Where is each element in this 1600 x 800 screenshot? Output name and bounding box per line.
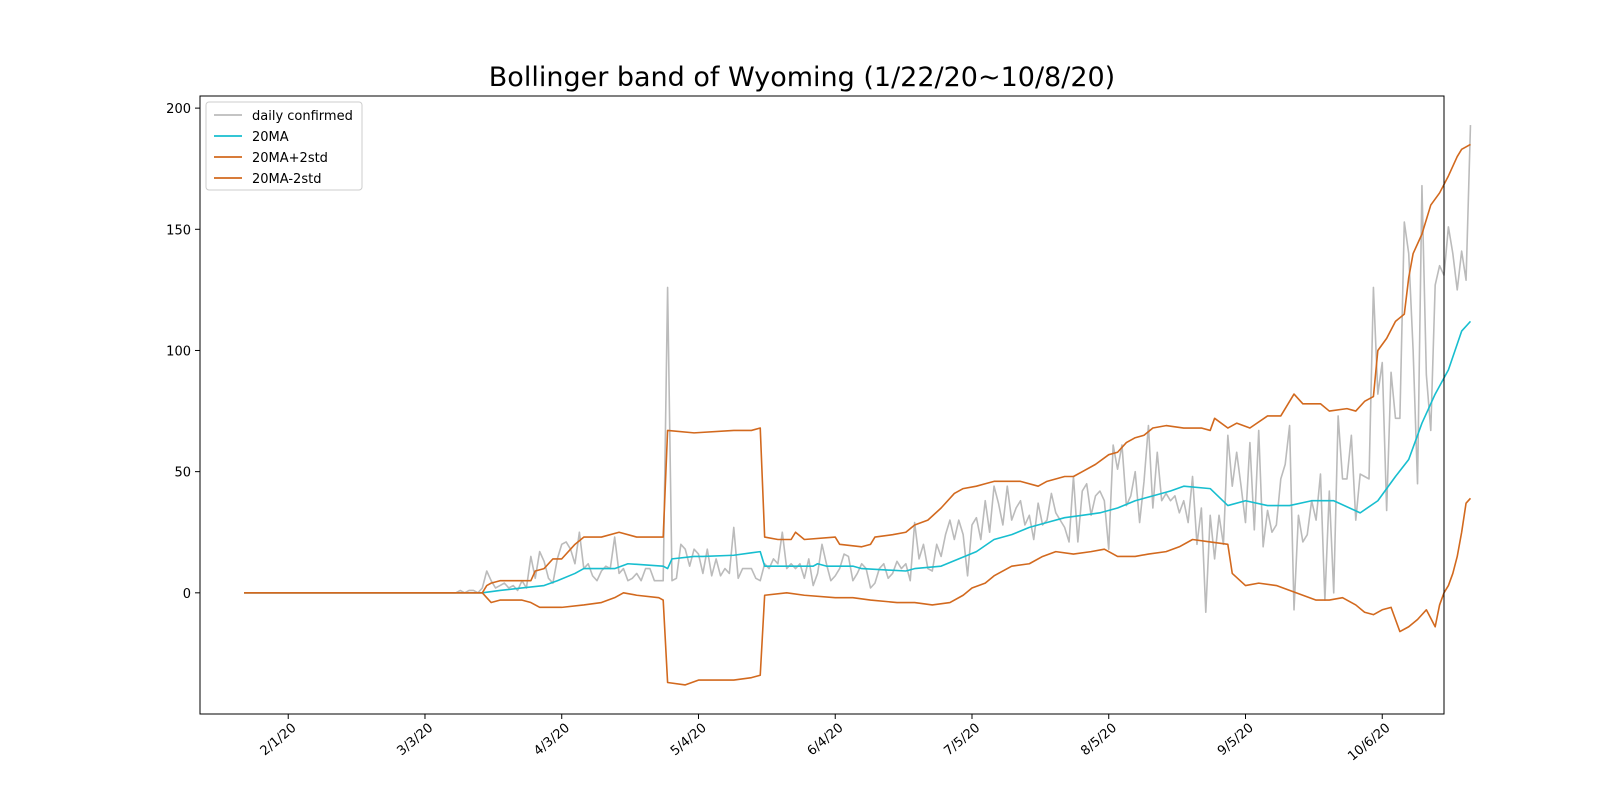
y-tick-label: 50 [174,466,191,481]
legend: daily confirmed 20MA 20MA+2std 20MA-2std [205,101,363,191]
legend-label-20ma: 20MA [252,130,289,145]
legend-box [205,101,363,191]
y-tick-label: 0 [183,587,191,602]
y-axis: 0 50 100 150 200 [166,102,200,602]
series-line-20ma-2std [244,497,1472,686]
y-tick-label: 200 [166,102,191,117]
series-lines [244,125,1472,686]
legend-label-20ma-2std: 20MA-2std [252,172,321,187]
y-tick-label: 150 [166,223,191,238]
legend-label-daily-confirmed: daily confirmed [252,109,353,124]
legend-label-20ma-2std: 20MA+2std [252,151,328,166]
series-line-daily-confirmed [244,125,1472,614]
chart-title: Bollinger band of Wyoming (1/22/20~10/8/… [489,62,1115,93]
axes-frame [199,95,1445,715]
y-tick-label: 100 [166,344,191,359]
series-line-20ma [244,320,1472,594]
series-line-20ma-2std [244,143,1471,594]
